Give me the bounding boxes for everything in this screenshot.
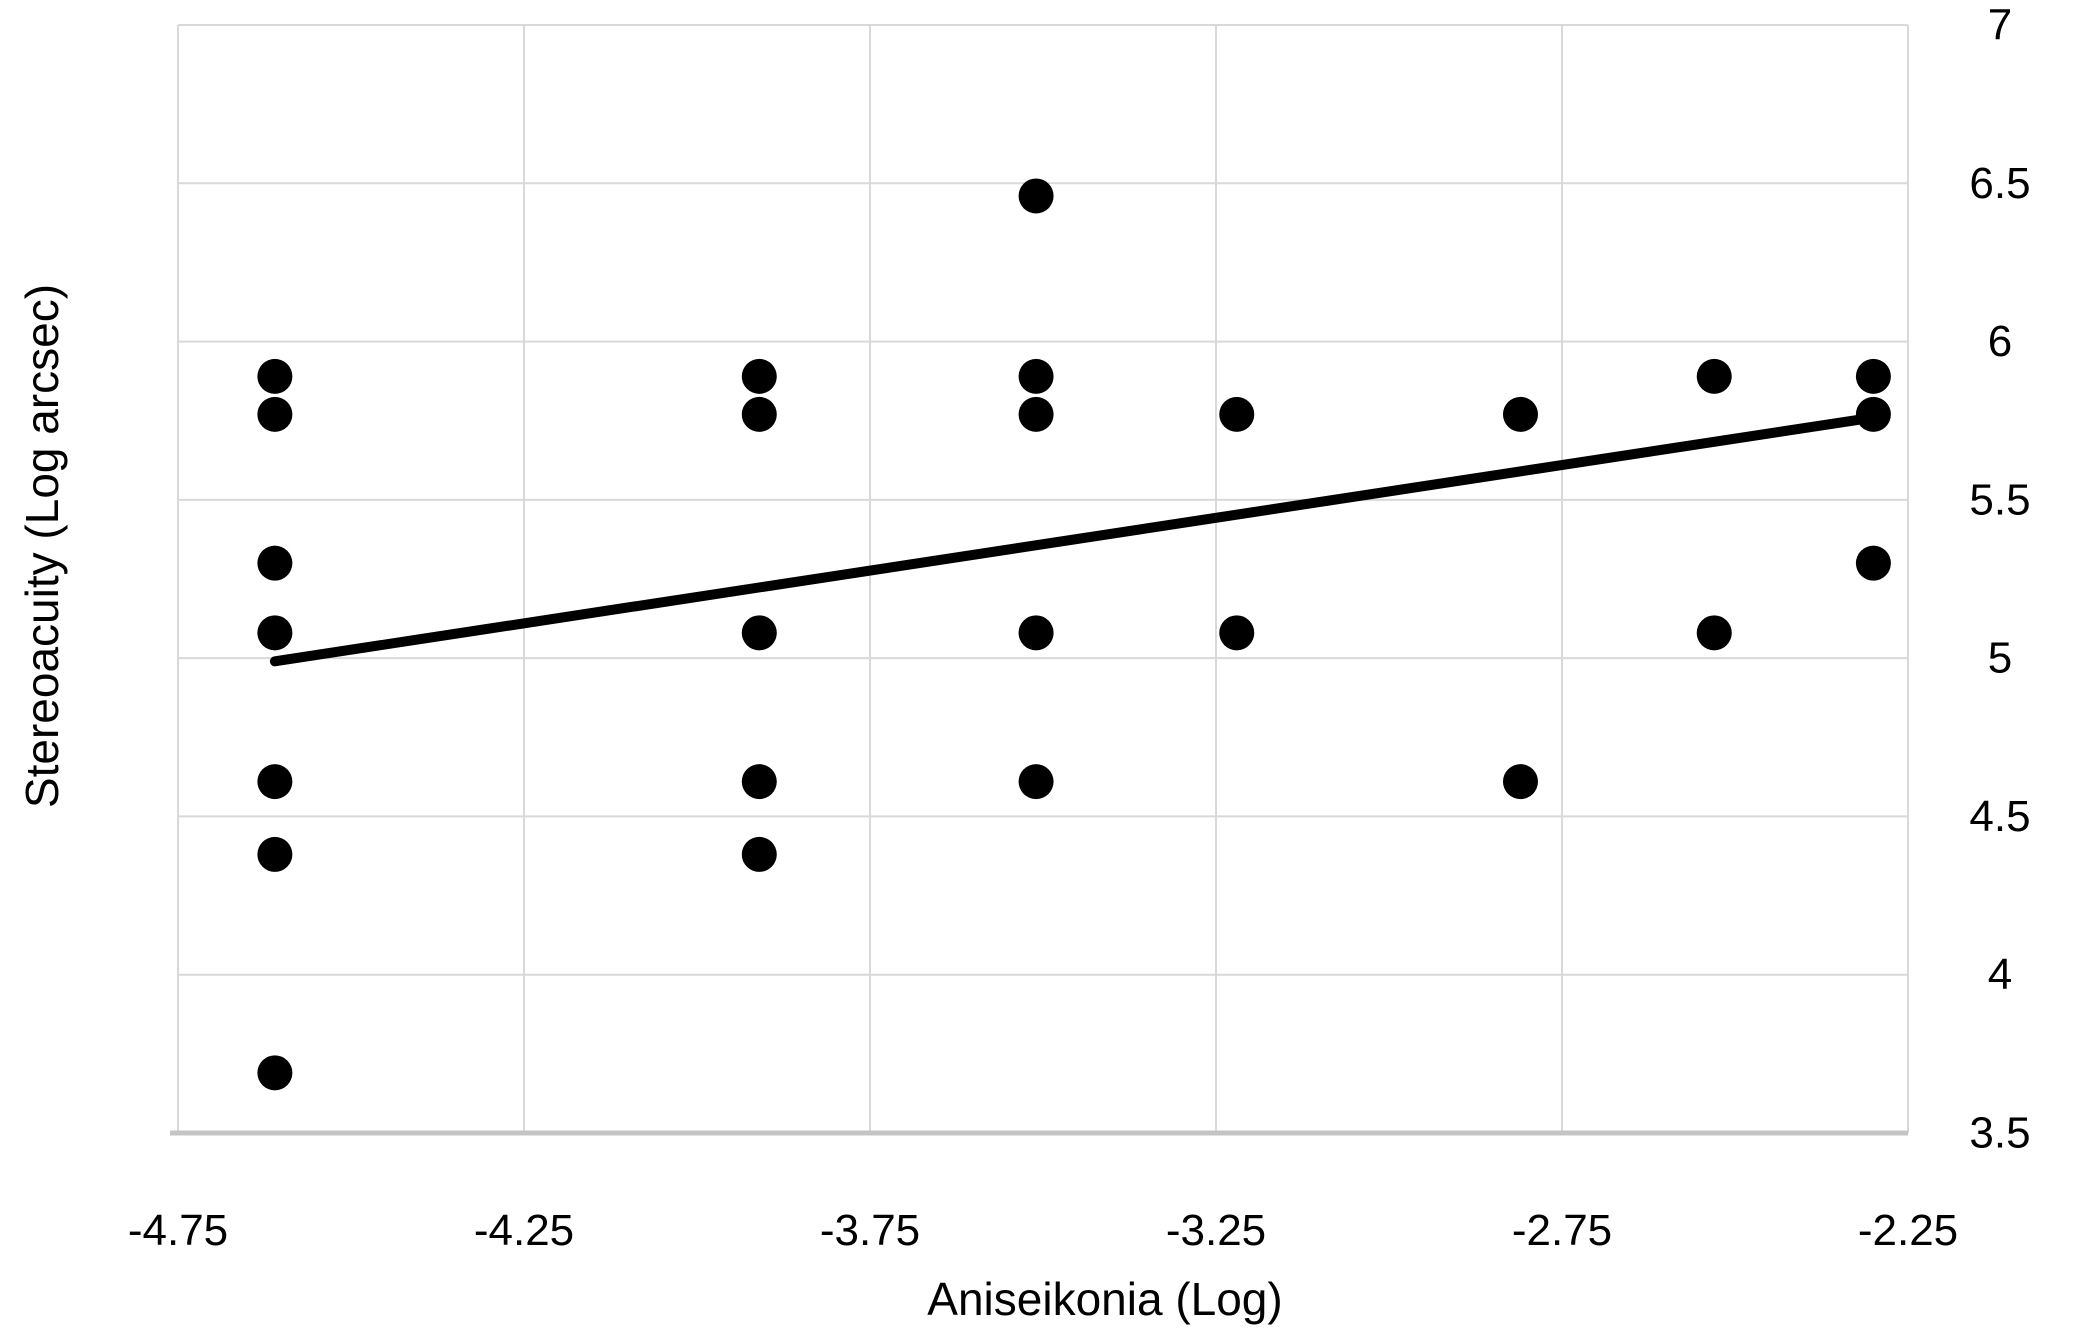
data-point (257, 615, 293, 651)
data-points-group (257, 178, 1891, 1091)
y-tick-label: 6.5 (1969, 159, 2030, 208)
x-tick-labels-group: -4.75 -4.25 -3.75 -3.25 -2.75 -2.25 (128, 1206, 1958, 1255)
y-tick-label: 3.5 (1969, 1109, 2030, 1158)
data-point (257, 1055, 293, 1091)
data-point (1855, 358, 1891, 394)
x-tick-label: -4.25 (474, 1206, 574, 1255)
trend-line (269, 412, 1879, 667)
x-axis-title: Aniseikonia (Log) (927, 1273, 1282, 1325)
data-point (1855, 396, 1891, 432)
data-point (257, 545, 293, 581)
data-point (1696, 358, 1732, 394)
data-point (1696, 615, 1732, 651)
y-tick-label: 7 (1988, 1, 2012, 50)
y-tick-label: 5 (1988, 634, 2012, 683)
x-tick-label: -2.25 (1858, 1206, 1958, 1255)
x-tick-label: -4.75 (128, 1206, 228, 1255)
y-tick-label: 5.5 (1969, 475, 2030, 524)
data-point (1219, 615, 1255, 651)
y-tick-label: 4.5 (1969, 792, 2030, 841)
data-point (257, 836, 293, 872)
x-tick-label: -3.25 (1166, 1206, 1266, 1255)
data-point (1502, 764, 1538, 800)
data-point (741, 764, 777, 800)
data-point (1018, 396, 1054, 432)
y-tick-labels-group: 3.5 4 4.5 5 5.5 6 6.5 7 (1969, 1, 2030, 1158)
y-axis-title: Stereoacuity (Log arcsec) (16, 284, 68, 808)
data-point (1018, 764, 1054, 800)
data-point (1502, 396, 1538, 432)
data-point (1219, 396, 1255, 432)
y-tick-label: 6 (1988, 317, 2012, 366)
x-tick-label: -3.75 (820, 1206, 920, 1255)
trend-line-group (269, 412, 1879, 667)
data-point (741, 615, 777, 651)
x-tick-label: -2.75 (1512, 1206, 1612, 1255)
data-point (1018, 178, 1054, 214)
data-point (1855, 545, 1891, 581)
data-point (741, 836, 777, 872)
data-point (1018, 615, 1054, 651)
data-point (257, 396, 293, 432)
data-point (741, 396, 777, 432)
data-point (741, 358, 777, 394)
y-tick-label: 4 (1988, 950, 2012, 999)
data-point (257, 358, 293, 394)
data-point (1018, 358, 1054, 394)
data-point (257, 764, 293, 800)
